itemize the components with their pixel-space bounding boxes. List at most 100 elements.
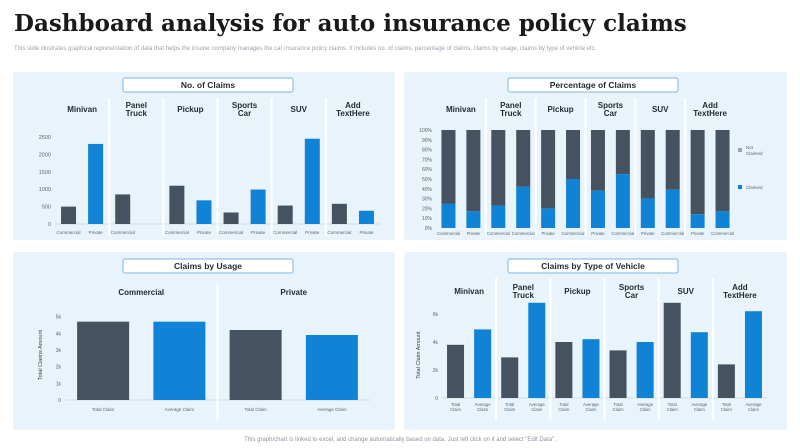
claims-percentage-bar-not-claimed bbox=[491, 130, 506, 206]
claims-percentage-bar-not-claimed bbox=[516, 130, 531, 187]
claims-vehicle-type-bar bbox=[501, 357, 519, 398]
claims-usage-ytick: 4k bbox=[56, 331, 62, 337]
claims-vehicle-type-xtick: Average Claim bbox=[637, 402, 654, 412]
claims-count-xtick: Commercial bbox=[57, 230, 81, 235]
claims-vehicle-type-group-label: Sports Car bbox=[619, 283, 645, 300]
claims-percentage-group-label: Add TextHere bbox=[693, 101, 727, 118]
claims-count-title: No. of Claims bbox=[181, 80, 236, 90]
claims-percentage-ytick: 0% bbox=[425, 226, 433, 232]
claims-usage-ytick: 1k bbox=[56, 381, 62, 387]
claims-vehicle-type-bar bbox=[447, 344, 465, 398]
claims-usage-xtick: Total Claim bbox=[92, 407, 115, 412]
claims-count-ytick: 0 bbox=[48, 222, 51, 228]
claims-percentage-bar-claimed bbox=[715, 211, 730, 228]
claims-percentage-xtick: Private bbox=[591, 231, 605, 236]
claims-vehicle-type-xtick: Total Claim bbox=[558, 402, 569, 412]
claims-vehicle-type-bar bbox=[744, 311, 762, 398]
claims-count-group-label: Minivan bbox=[67, 105, 97, 114]
claims-percentage-bar-claimed bbox=[590, 190, 605, 228]
claims-vehicle-type-ytick: 0 bbox=[435, 396, 438, 402]
claims-vehicle-type-xtick: Total Claim bbox=[667, 402, 678, 412]
claims-vehicle-type-bar bbox=[474, 329, 492, 398]
claims-count-group-label: Panel Truck bbox=[126, 101, 148, 118]
claims-percentage-ytick: 50% bbox=[422, 177, 433, 183]
claims-usage-title-box bbox=[122, 258, 294, 274]
claims-count-xtick: Private bbox=[359, 230, 374, 235]
claims-percentage-group-label: Minivan bbox=[446, 105, 476, 114]
claims-count-ytick: 2000 bbox=[39, 152, 51, 158]
claims-usage-xtick: Average Claim bbox=[317, 407, 347, 412]
claims-count-bar bbox=[250, 189, 266, 224]
claims-count-bar bbox=[223, 212, 239, 224]
claims-percentage-bar-claimed bbox=[566, 179, 581, 228]
claims-count-bar bbox=[331, 203, 347, 224]
claims-usage-ytick: 3k bbox=[56, 348, 62, 354]
claims-usage-ylabel: Total Claims Amount bbox=[38, 329, 44, 380]
claims-usage-xtick: Average Claim bbox=[165, 407, 195, 412]
claims-percentage-group-label: SUV bbox=[652, 105, 669, 114]
claims-percentage-xtick: Commercial bbox=[487, 231, 510, 236]
claims-count-bar bbox=[358, 210, 374, 224]
claims-count-xtick: Private bbox=[305, 230, 320, 235]
claims-vehicle-type-group-label: Panel Truck bbox=[513, 283, 535, 300]
claims-percentage-bar-claimed bbox=[516, 186, 531, 228]
claims-percentage-legend-label-not-claimed-2: Claimed bbox=[746, 151, 763, 156]
claims-count-bar bbox=[277, 205, 293, 224]
claims-usage-title: Claims by Usage bbox=[174, 261, 242, 271]
claims-vehicle-type-xtick: Total Claim bbox=[613, 402, 624, 412]
claims-percentage-bar-not-claimed bbox=[590, 130, 605, 191]
claims-vehicle-type-bar bbox=[609, 350, 627, 398]
claims-usage-ytick: 5k bbox=[56, 315, 62, 321]
claims-percentage-legend-swatch-claimed bbox=[738, 185, 742, 189]
claims-percentage-bar-claimed bbox=[640, 198, 655, 228]
claims-percentage-ytick: 40% bbox=[422, 187, 433, 193]
claims-count-xtick: Commercial bbox=[165, 230, 189, 235]
claims-vehicle-type-bar bbox=[582, 339, 600, 398]
claims-vehicle-type-ytick: 2k bbox=[433, 368, 439, 374]
claims-percentage-bar-claimed bbox=[491, 205, 506, 228]
claims-percentage-xtick: Commercial bbox=[437, 231, 460, 236]
claims-percentage-ytick: 100% bbox=[419, 128, 432, 134]
claims-vehicle-type-group-label: SUV bbox=[678, 287, 695, 296]
claims-percentage-legend-swatch-not-claimed bbox=[738, 148, 742, 152]
claims-vehicle-type-group-label: Add TextHere bbox=[723, 283, 757, 300]
claims-percentage-xtick: Private bbox=[641, 231, 655, 236]
claims-count-group-label: Sports Car bbox=[232, 101, 258, 118]
claims-vehicle-type-xtick: Average Claim bbox=[583, 402, 600, 412]
claims-percentage-ytick: 30% bbox=[422, 197, 433, 203]
claims-vehicle-type-bar bbox=[528, 302, 546, 398]
claims-percentage-bar-not-claimed bbox=[441, 130, 456, 204]
claims-usage-group-label: Private bbox=[280, 288, 307, 297]
claims-count-ytick: 1000 bbox=[39, 187, 51, 193]
claims-count-ytick: 1500 bbox=[39, 170, 51, 176]
page-subtitle: This slide illustrates graphical represe… bbox=[14, 46, 597, 52]
claims-count-bar bbox=[304, 138, 320, 224]
claims-vehicle-type-xtick: Average Claim bbox=[529, 402, 546, 412]
claims-count-xtick: Commercial bbox=[273, 230, 297, 235]
claims-percentage-xtick: Private bbox=[541, 231, 555, 236]
claims-vehicle-type-bar bbox=[690, 332, 708, 398]
claims-count-xtick: Commercial bbox=[219, 230, 243, 235]
claims-count-ytick: 500 bbox=[42, 205, 51, 211]
claims-percentage-ytick: 70% bbox=[422, 157, 433, 163]
claims-percentage-bar-not-claimed bbox=[566, 130, 581, 179]
claims-usage-ytick: 2k bbox=[56, 365, 62, 371]
claims-percentage-ytick: 60% bbox=[422, 167, 433, 173]
claims-vehicle-type-ytick: 6k bbox=[433, 312, 439, 318]
claims-count-bar bbox=[88, 143, 104, 224]
claims-vehicle-type-xtick: Total Claim bbox=[450, 402, 461, 412]
claims-count-bar bbox=[169, 185, 185, 224]
claims-percentage-bar-not-claimed bbox=[541, 130, 556, 209]
claims-percentage-xtick: Commercial bbox=[711, 231, 734, 236]
claims-count-xtick: Private bbox=[89, 230, 104, 235]
claims-count-xtick: Private bbox=[197, 230, 212, 235]
claims-percentage-bar-claimed bbox=[615, 174, 630, 228]
claims-vehicle-type-xtick: Average Claim bbox=[745, 402, 762, 412]
claims-vehicle-type-xtick: Average Claim bbox=[475, 402, 492, 412]
claims-percentage-ytick: 10% bbox=[422, 216, 433, 222]
claims-percentage-bar-not-claimed bbox=[715, 130, 730, 212]
claims-usage-xtick: Total Claim bbox=[244, 407, 267, 412]
claims-percentage-title-box bbox=[507, 77, 679, 93]
claims-count-group-label: Pickup bbox=[177, 105, 203, 114]
claims-vehicle-type-ytick: 4k bbox=[433, 340, 439, 346]
